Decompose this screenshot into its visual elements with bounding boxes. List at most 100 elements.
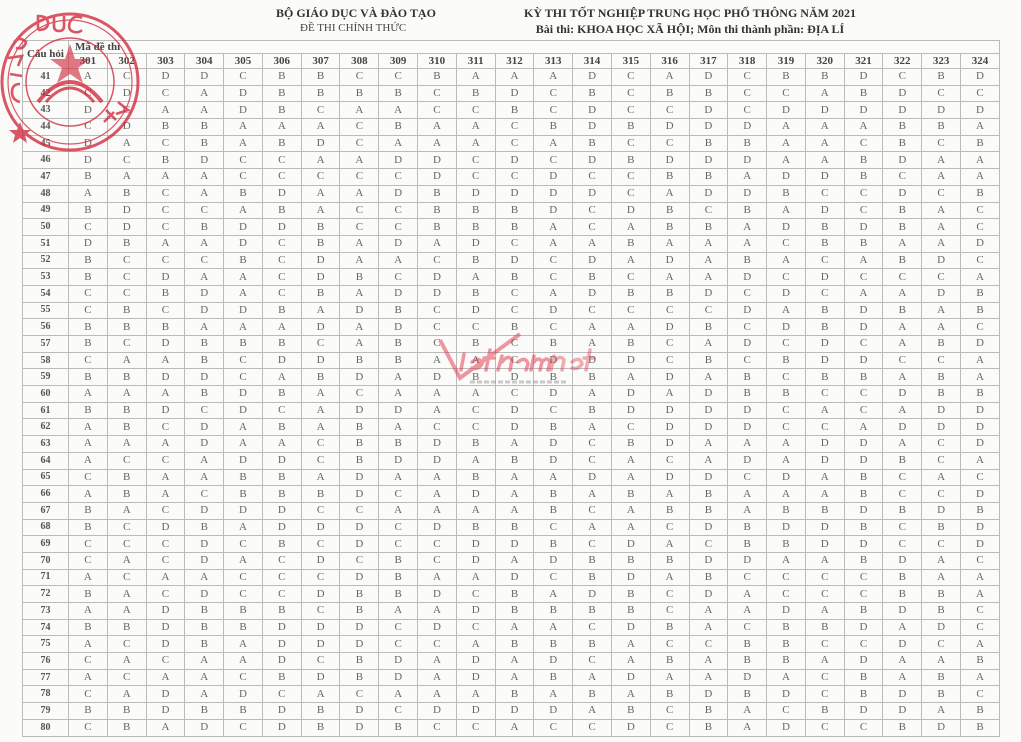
answer-cell: A	[921, 218, 961, 236]
exam-code-header: 315	[610, 53, 651, 69]
question-number: 63	[22, 435, 69, 453]
answer-cell: B	[68, 702, 108, 720]
answer-cell: C	[921, 84, 961, 103]
answer-cell: D	[417, 618, 457, 637]
answer-cell: D	[184, 535, 225, 553]
answer-cell: D	[688, 68, 729, 86]
answer-cell: C	[572, 451, 612, 470]
answer-cell: C	[261, 168, 302, 186]
answer-cell: A	[688, 652, 729, 670]
answer-cell: C	[804, 635, 845, 654]
answer-cell: D	[882, 151, 923, 170]
answer-cell: D	[455, 535, 496, 553]
answer-cell: B	[106, 418, 147, 437]
answer-cell: B	[106, 234, 147, 253]
answer-cell: C	[455, 318, 496, 336]
answer-cell: D	[921, 401, 961, 420]
answer-cell: A	[649, 234, 690, 253]
answer-cell: C	[804, 385, 845, 403]
answer-cell: C	[804, 718, 845, 737]
answer-cell: C	[378, 218, 419, 236]
answer-cell: C	[223, 718, 263, 737]
answer-cell: B	[882, 118, 923, 136]
answer-cell: C	[843, 585, 884, 603]
answer-cell: D	[688, 585, 729, 603]
answer-cell: A	[455, 268, 496, 286]
exam-code-header: 304	[184, 53, 225, 69]
answer-cell: B	[610, 585, 651, 603]
answer-cell: A	[378, 368, 419, 387]
answer-cell: A	[494, 718, 535, 737]
answer-cell: D	[959, 335, 1001, 353]
answer-cell: D	[455, 602, 496, 620]
answer-cell: B	[766, 652, 806, 670]
answer-cell: A	[688, 618, 729, 637]
answer-cell: C	[378, 485, 419, 503]
answer-cell: B	[649, 501, 690, 520]
question-number: 73	[22, 602, 69, 620]
answer-cell: D	[494, 84, 535, 103]
answer-cell: C	[649, 602, 690, 620]
answer-cell: B	[261, 535, 302, 553]
answer-cell: B	[804, 218, 845, 236]
answer-cell: B	[378, 551, 419, 570]
answer-cell: D	[300, 551, 341, 570]
answer-cell: D	[572, 284, 612, 303]
answer-cell: B	[804, 501, 845, 520]
answer-cell: A	[339, 101, 380, 120]
exam-code-header: 301	[68, 53, 108, 69]
answer-cell: D	[68, 234, 108, 253]
answer-cell: B	[455, 435, 496, 453]
answer-cell: A	[921, 201, 961, 220]
answer-cell: B	[339, 268, 380, 286]
answer-cell: B	[727, 201, 768, 220]
answer-cell: C	[882, 268, 923, 286]
answer-cell: C	[300, 101, 341, 120]
answer-cell: D	[843, 652, 884, 670]
answer-cell: C	[145, 501, 186, 520]
answer-cell: C	[533, 518, 574, 537]
table-row: 68 B C D B A D D D C D B B C A A C D B D D B C B D	[22, 518, 1001, 537]
answer-cell: A	[494, 551, 535, 570]
answer-cell: A	[727, 234, 768, 253]
answer-cell: B	[959, 501, 1001, 520]
answer-cell: A	[300, 201, 341, 220]
answer-cell: D	[417, 284, 457, 303]
answer-cell: A	[223, 118, 263, 136]
answer-cell: B	[184, 351, 225, 370]
answer-cell: C	[572, 218, 612, 236]
answer-cell: B	[843, 518, 884, 537]
answer-cell: D	[417, 168, 457, 186]
answer-cell: B	[688, 218, 729, 236]
answer-cell: A	[417, 685, 457, 704]
answer-cell: D	[688, 518, 729, 537]
answer-cell: D	[610, 668, 651, 687]
answer-cell: B	[417, 68, 457, 86]
answer-cell: C	[533, 318, 574, 336]
answer-cell: C	[494, 168, 535, 186]
answer-cell: B	[610, 284, 651, 303]
answer-cell: C	[106, 535, 147, 553]
answer-cell: B	[649, 618, 690, 637]
answer-cell: B	[378, 351, 419, 370]
answer-cell: D	[533, 451, 574, 470]
answer-cell: C	[378, 635, 419, 654]
answer-cell: A	[610, 251, 651, 270]
answer-cell: D	[843, 618, 884, 637]
answer-cell: B	[494, 451, 535, 470]
answer-cell: C	[572, 168, 612, 186]
answer-cell: D	[339, 618, 380, 637]
answer-cell: D	[533, 385, 574, 403]
answer-cell: B	[766, 635, 806, 654]
answer-cell: C	[804, 685, 845, 704]
answer-cell: B	[455, 218, 496, 236]
answer-cell: B	[572, 568, 612, 587]
answer-cell: A	[106, 134, 147, 153]
answer-cell: D	[727, 268, 768, 286]
answer-cell: D	[300, 668, 341, 687]
table-row: 45 D A C B A B D C A A A C A B C C B B A A C B C B	[22, 134, 1001, 153]
answer-cell: C	[610, 84, 651, 103]
answer-cell: C	[649, 585, 690, 603]
answer-cell: D	[572, 151, 612, 170]
answer-cell: C	[378, 68, 419, 86]
